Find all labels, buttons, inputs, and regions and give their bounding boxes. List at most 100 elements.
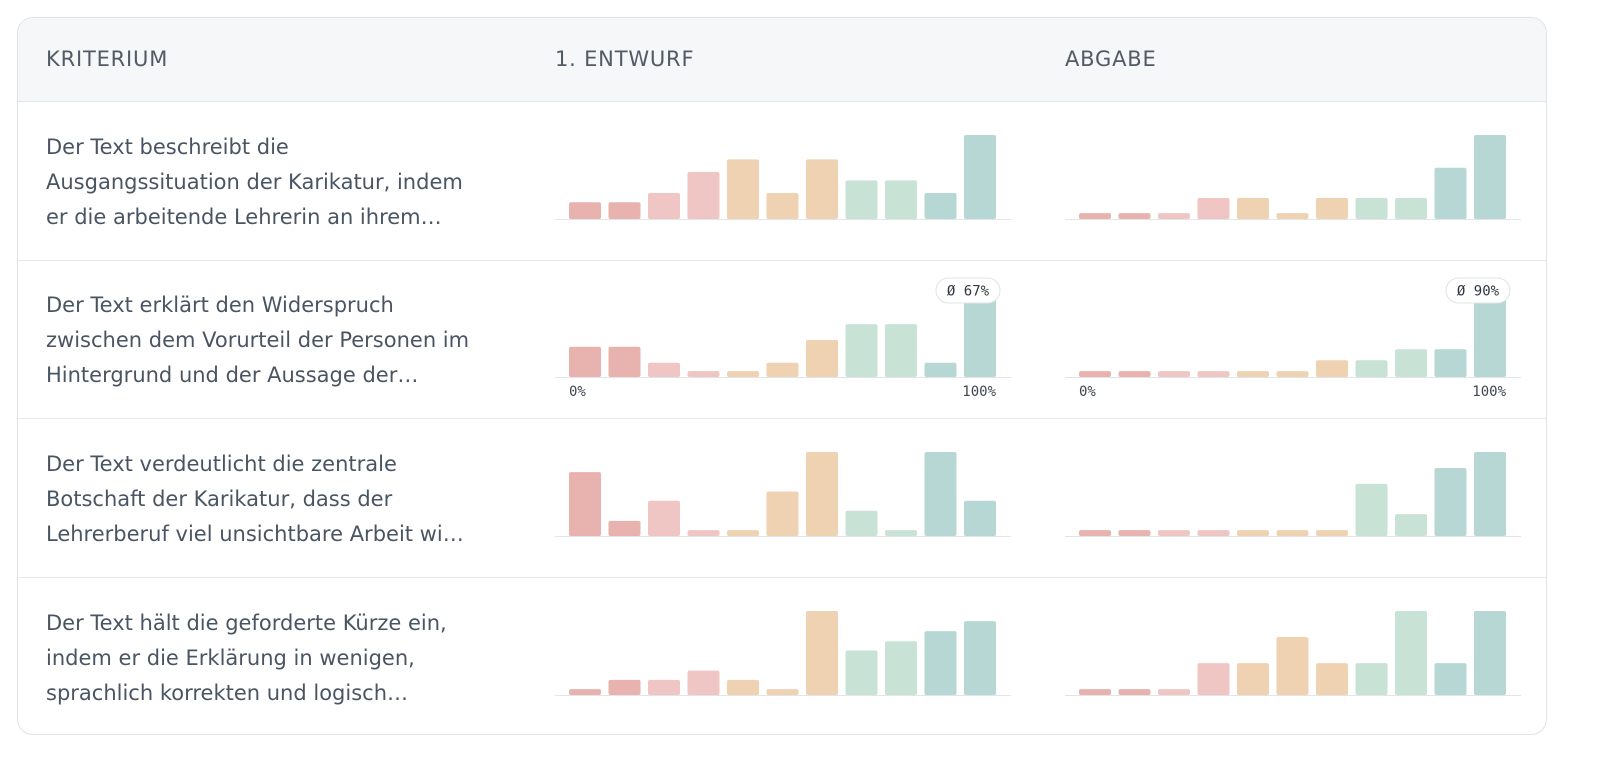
- histogram-bar: [1474, 293, 1506, 377]
- histogram-bar: [1316, 360, 1348, 377]
- histogram-bar: [1434, 349, 1467, 377]
- histogram-bar: [648, 362, 680, 377]
- histogram-bar: [1118, 371, 1151, 377]
- histogram-bar: [1276, 637, 1309, 695]
- histogram-bar: [964, 500, 996, 536]
- table-row: Der Text erklärt den Widerspruch zwische…: [18, 260, 1546, 419]
- criterion-line: Hintergrund und der Aussage der…: [46, 363, 419, 387]
- histogram-bar: [1079, 530, 1111, 536]
- histogram-bar: [1316, 663, 1348, 695]
- histogram-bar: [964, 293, 996, 377]
- criterion-line: Der Text erklärt den Widerspruch: [46, 293, 394, 317]
- histogram-bar: [766, 192, 799, 219]
- histogram-bar: [1316, 198, 1348, 219]
- histogram-bar: [1118, 530, 1151, 536]
- histogram-bar: [806, 159, 838, 219]
- histogram-bar: [1197, 198, 1230, 219]
- histogram-bar: [569, 472, 601, 536]
- table-row: Der Text beschreibt die Ausgangssituatio…: [18, 102, 1546, 261]
- histogram-bar: [766, 689, 799, 695]
- histogram-bar: [1395, 198, 1427, 219]
- histogram-bar: [1118, 213, 1151, 219]
- criterion-line: sprachlich korrekten und logisch…: [46, 681, 409, 705]
- histogram-bar: [1118, 689, 1151, 695]
- histogram-bar: [885, 180, 917, 219]
- histogram-bar: [687, 530, 720, 536]
- histogram-submission: 0% 100% Ø 90%: [1065, 277, 1521, 400]
- histogram-bar: [1395, 611, 1427, 695]
- histogram-bar: [1197, 371, 1230, 377]
- histogram-bar: [1395, 514, 1427, 536]
- criterion-line: Der Text hält die geforderte Kürze ein,: [46, 611, 447, 635]
- histogram-bar: [924, 192, 957, 219]
- histogram-bar: [845, 650, 878, 695]
- criterion-line: zwischen dem Vorurteil der Personen im: [46, 328, 470, 352]
- histogram-submission: [1065, 452, 1521, 537]
- histogram-bar: [727, 530, 759, 536]
- histogram-bar: [885, 530, 917, 536]
- histogram-bar: [924, 631, 957, 695]
- histogram-bar: [569, 346, 601, 377]
- criterion-line: er die arbeitende Lehrerin an ihrem…: [46, 205, 442, 229]
- header-draft: 1. ENTWURF: [555, 47, 695, 71]
- histogram-bar: [1355, 198, 1388, 219]
- histogram-bar: [1237, 530, 1269, 536]
- histogram-bar: [1395, 349, 1427, 377]
- histogram-bar: [1079, 371, 1111, 377]
- histogram-bar: [1276, 213, 1309, 219]
- histogram-bar: [608, 679, 641, 695]
- histogram-draft: [555, 135, 1011, 220]
- histogram-bar: [727, 159, 759, 219]
- histogram-bar: [1474, 135, 1506, 219]
- criterion-line: Botschaft der Karikatur, dass der: [46, 487, 393, 511]
- histogram-bar: [1355, 360, 1388, 377]
- histogram-bar: [1079, 689, 1111, 695]
- histogram-bar: [806, 611, 838, 695]
- histogram-bar: [885, 324, 917, 377]
- histogram-bar: [964, 621, 996, 695]
- header-criterion: KRITERIUM: [46, 47, 169, 71]
- criteria-card: KRITERIUM 1. ENTWURF ABGABE Der Text bes…: [17, 17, 1547, 735]
- histogram-bar: [608, 202, 641, 219]
- histogram-bar: [1079, 213, 1111, 219]
- histogram-bar: [608, 346, 641, 377]
- histogram-bar: [885, 641, 917, 695]
- histogram-bar: [964, 135, 996, 219]
- table-row: Der Text verdeutlicht die zentrale Botsc…: [18, 419, 1546, 578]
- histogram-bar: [845, 324, 878, 377]
- average-badge: [1445, 277, 1511, 304]
- histogram-bar: [1474, 611, 1506, 695]
- histogram-bar: [1237, 371, 1269, 377]
- histogram-bar: [1355, 663, 1388, 695]
- histogram-bar: [1434, 467, 1467, 536]
- histogram-bar: [687, 371, 720, 377]
- histogram-bar: [1158, 530, 1190, 536]
- histogram-bar: [648, 679, 680, 695]
- criterion-line: Der Text beschreibt die: [46, 135, 289, 159]
- criterion-text: Der Text hält die geforderte Kürze ein, …: [46, 606, 516, 711]
- header-submission: ABGABE: [1065, 47, 1157, 71]
- average-label: Ø 67%: [947, 284, 990, 300]
- criterion-text: Der Text beschreibt die Ausgangssituatio…: [46, 130, 516, 235]
- x-tick-label: 0%: [1079, 384, 1096, 400]
- histogram-bar: [1474, 452, 1506, 536]
- table-header: KRITERIUM 1. ENTWURF ABGABE: [18, 18, 1546, 102]
- histogram-bar: [1197, 530, 1230, 536]
- histogram-bar: [727, 371, 759, 377]
- histogram-bar: [1197, 663, 1230, 695]
- histogram-bar: [1434, 663, 1467, 695]
- histogram-bar: [648, 192, 680, 219]
- histogram-bar: [1355, 483, 1388, 536]
- histogram-bar: [924, 362, 957, 377]
- histogram-bar: [845, 510, 878, 536]
- table-row: Der Text hält die geforderte Kürze ein, …: [18, 578, 1546, 734]
- x-tick-label: 0%: [569, 384, 586, 400]
- histogram-draft: 0% 100% Ø 67%: [555, 277, 1011, 400]
- histogram-bar: [924, 452, 957, 536]
- histogram-bar: [1316, 530, 1348, 536]
- histogram-draft: [555, 452, 1011, 537]
- histogram-bar: [845, 180, 878, 219]
- histogram-draft: [555, 611, 1011, 696]
- criterion-line: Der Text verdeutlicht die zentrale: [46, 452, 397, 476]
- criterion-text: Der Text verdeutlicht die zentrale Botsc…: [46, 447, 516, 552]
